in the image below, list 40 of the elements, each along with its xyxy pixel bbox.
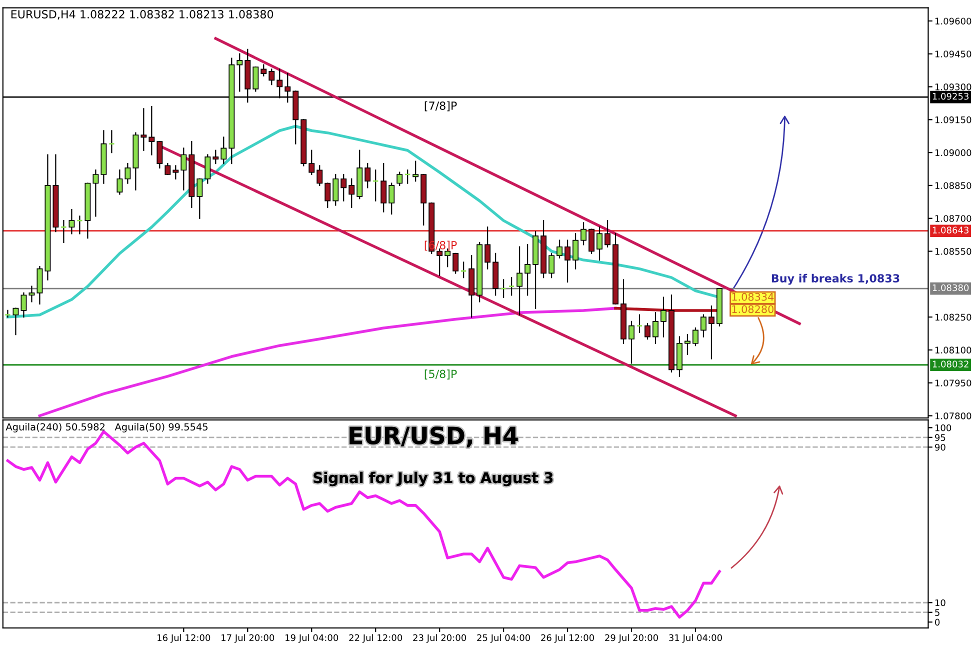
y-tick-label: 90 [935, 444, 946, 451]
chart-title: EURUSD,H4 1.08222 1.08382 1.08213 1.08380 [11, 10, 274, 20]
annotation: Aguila(240) 50.5982 Aguila(50) 99.5545 [6, 423, 208, 432]
x-tick-label: 25 Jul 04:00 [477, 634, 530, 643]
y-tick-label: 1.08100 [935, 346, 972, 354]
ref-line-label: 1.08643 [932, 226, 969, 234]
x-tick-label: 29 Jul 20:00 [605, 634, 658, 643]
y-tick-label: 10 [935, 599, 946, 606]
ref-line-label: 1.08032 [932, 360, 968, 368]
annotation: Buy if breaks 1,0833 [772, 274, 900, 285]
y-tick-label: 1.08700 [935, 215, 972, 222]
x-tick-label: 16 Jul 12:00 [158, 634, 210, 643]
y-tick-label: 1.08550 [935, 248, 972, 255]
annotation: [5/8]P [424, 370, 457, 380]
y-tick-label: 1.09150 [935, 116, 972, 124]
annotation: [7/8]P [424, 101, 457, 112]
y-tick-label: 1.07950 [935, 380, 972, 386]
y-tick-label: 100 [935, 424, 952, 432]
y-tick-label: 1.08250 [935, 314, 972, 321]
x-tick-label: 31 Jul 04:00 [669, 634, 722, 643]
y-tick-label: 1.09450 [935, 50, 972, 58]
y-tick-label: 1.09600 [935, 18, 972, 25]
y-tick-label: 0 [935, 618, 940, 626]
y-tick-label: 5 [935, 609, 940, 616]
annotation: 1.08334 [732, 292, 774, 301]
x-tick-label: 19 Jul 04:00 [286, 634, 338, 643]
y-tick-label: 1.08850 [935, 182, 972, 190]
chart-title: EUR/USD, H4 [350, 426, 518, 448]
ref-line-label: 1.08380 [932, 284, 969, 292]
x-tick-label: 26 Jul 12:00 [541, 634, 594, 643]
text: Signal for July 31 to August 3 [314, 472, 553, 486]
y-tick-label: 1.09000 [935, 149, 972, 156]
x-tick-label: 17 Jul 20:00 [222, 634, 274, 643]
y-tick-label: 95 [935, 434, 946, 441]
x-tick-label: 23 Jul 20:00 [413, 634, 466, 643]
annotation: 1.08280 [732, 305, 774, 314]
x-tick-label: 22 Jul 12:00 [349, 634, 402, 643]
ref-line-label: 1.09253 [932, 92, 969, 100]
y-tick-label: 1.07800 [935, 412, 972, 420]
y-tick-label: 1.09300 [935, 83, 972, 90]
